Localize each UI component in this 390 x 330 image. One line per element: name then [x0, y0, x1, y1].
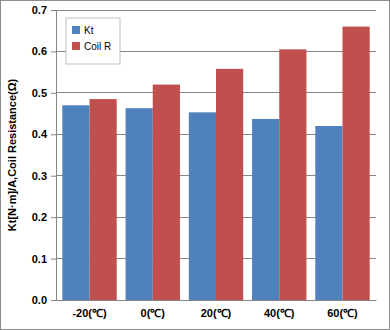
bar — [126, 108, 153, 300]
grid — [56, 10, 376, 300]
y-tick: 0.4 — [32, 128, 56, 140]
bar — [153, 85, 180, 300]
x-tick: -20(℃) — [72, 300, 107, 319]
y-axis-title: Kt[N·m]/A,Coil Resistance(Ω) — [6, 78, 18, 231]
plot: 0.0 0.1 0.2 0.3 0.4 0.5 0.6 0.7 -20(℃) 0(℃) 20(℃) 4… — [32, 4, 377, 319]
y-tick-mark — [51, 300, 56, 301]
y-tick: 0.0 — [32, 294, 56, 306]
x-axis-line — [57, 300, 377, 301]
bar — [252, 119, 279, 300]
x-tick-label: 0(℃) — [141, 307, 166, 319]
y-tick-label: 0.4 — [32, 128, 48, 140]
y-tick-label: 0.5 — [32, 87, 47, 99]
y-tick: 0.5 — [32, 87, 56, 99]
x-tick-label: 40(℃) — [264, 307, 295, 319]
y-tick: 0.2 — [32, 211, 56, 223]
y-tick: 0.3 — [32, 170, 56, 182]
y-tick-label: 0.3 — [32, 170, 47, 182]
y-tick-label: 0.2 — [32, 211, 47, 223]
y-tick-label: 0.0 — [32, 294, 47, 306]
y-tick: 0.6 — [32, 45, 56, 57]
y-tick-mark — [51, 259, 56, 260]
y-tick-mark — [51, 217, 56, 218]
x-tick-label: -20(℃) — [72, 307, 107, 319]
legend-label: Kt — [84, 25, 94, 36]
chart: 0.0 0.1 0.2 0.3 0.4 0.5 0.6 0.7 -20(℃) 0(℃) 20(℃) 4… — [0, 0, 390, 330]
bar — [90, 99, 117, 300]
legend-box — [66, 18, 120, 64]
legend-label: Coil R — [84, 41, 111, 52]
x-tick: 20(℃) — [201, 300, 232, 319]
bars — [62, 27, 369, 300]
legend-swatch — [72, 42, 80, 50]
y-tick: 0.1 — [32, 253, 56, 265]
y-tick-label: 0.1 — [32, 253, 47, 265]
y-tick-mark — [51, 51, 56, 52]
legend: Kt Coil R — [66, 18, 120, 64]
bar — [342, 27, 369, 300]
y-tick-label: 0.7 — [32, 4, 47, 16]
y-tick-mark — [51, 10, 56, 11]
y-tick-label: 0.6 — [32, 45, 47, 57]
bar — [189, 112, 216, 300]
bar — [279, 49, 306, 300]
x-axis: -20(℃) 0(℃) 20(℃) 40(℃) 60(℃) — [57, 300, 377, 319]
x-tick: 60(℃) — [327, 300, 358, 319]
chart-border — [1, 1, 390, 330]
y-tick-mark — [51, 134, 56, 135]
y-axis: 0.0 0.1 0.2 0.3 0.4 0.5 0.6 0.7 — [32, 4, 57, 306]
bar — [62, 105, 89, 300]
y-axis-line — [51, 11, 57, 301]
x-tick: 0(℃) — [141, 300, 166, 319]
bar — [216, 69, 243, 300]
grid-line — [56, 10, 376, 11]
x-tick-label: 20(℃) — [201, 307, 232, 319]
legend-swatch — [72, 26, 80, 34]
y-tick-mark — [51, 93, 56, 94]
x-tick-label: 60(℃) — [327, 307, 358, 319]
bar — [315, 126, 342, 300]
x-tick: 40(℃) — [264, 300, 295, 319]
y-tick-mark — [51, 176, 56, 177]
y-tick: 0.7 — [32, 4, 56, 16]
